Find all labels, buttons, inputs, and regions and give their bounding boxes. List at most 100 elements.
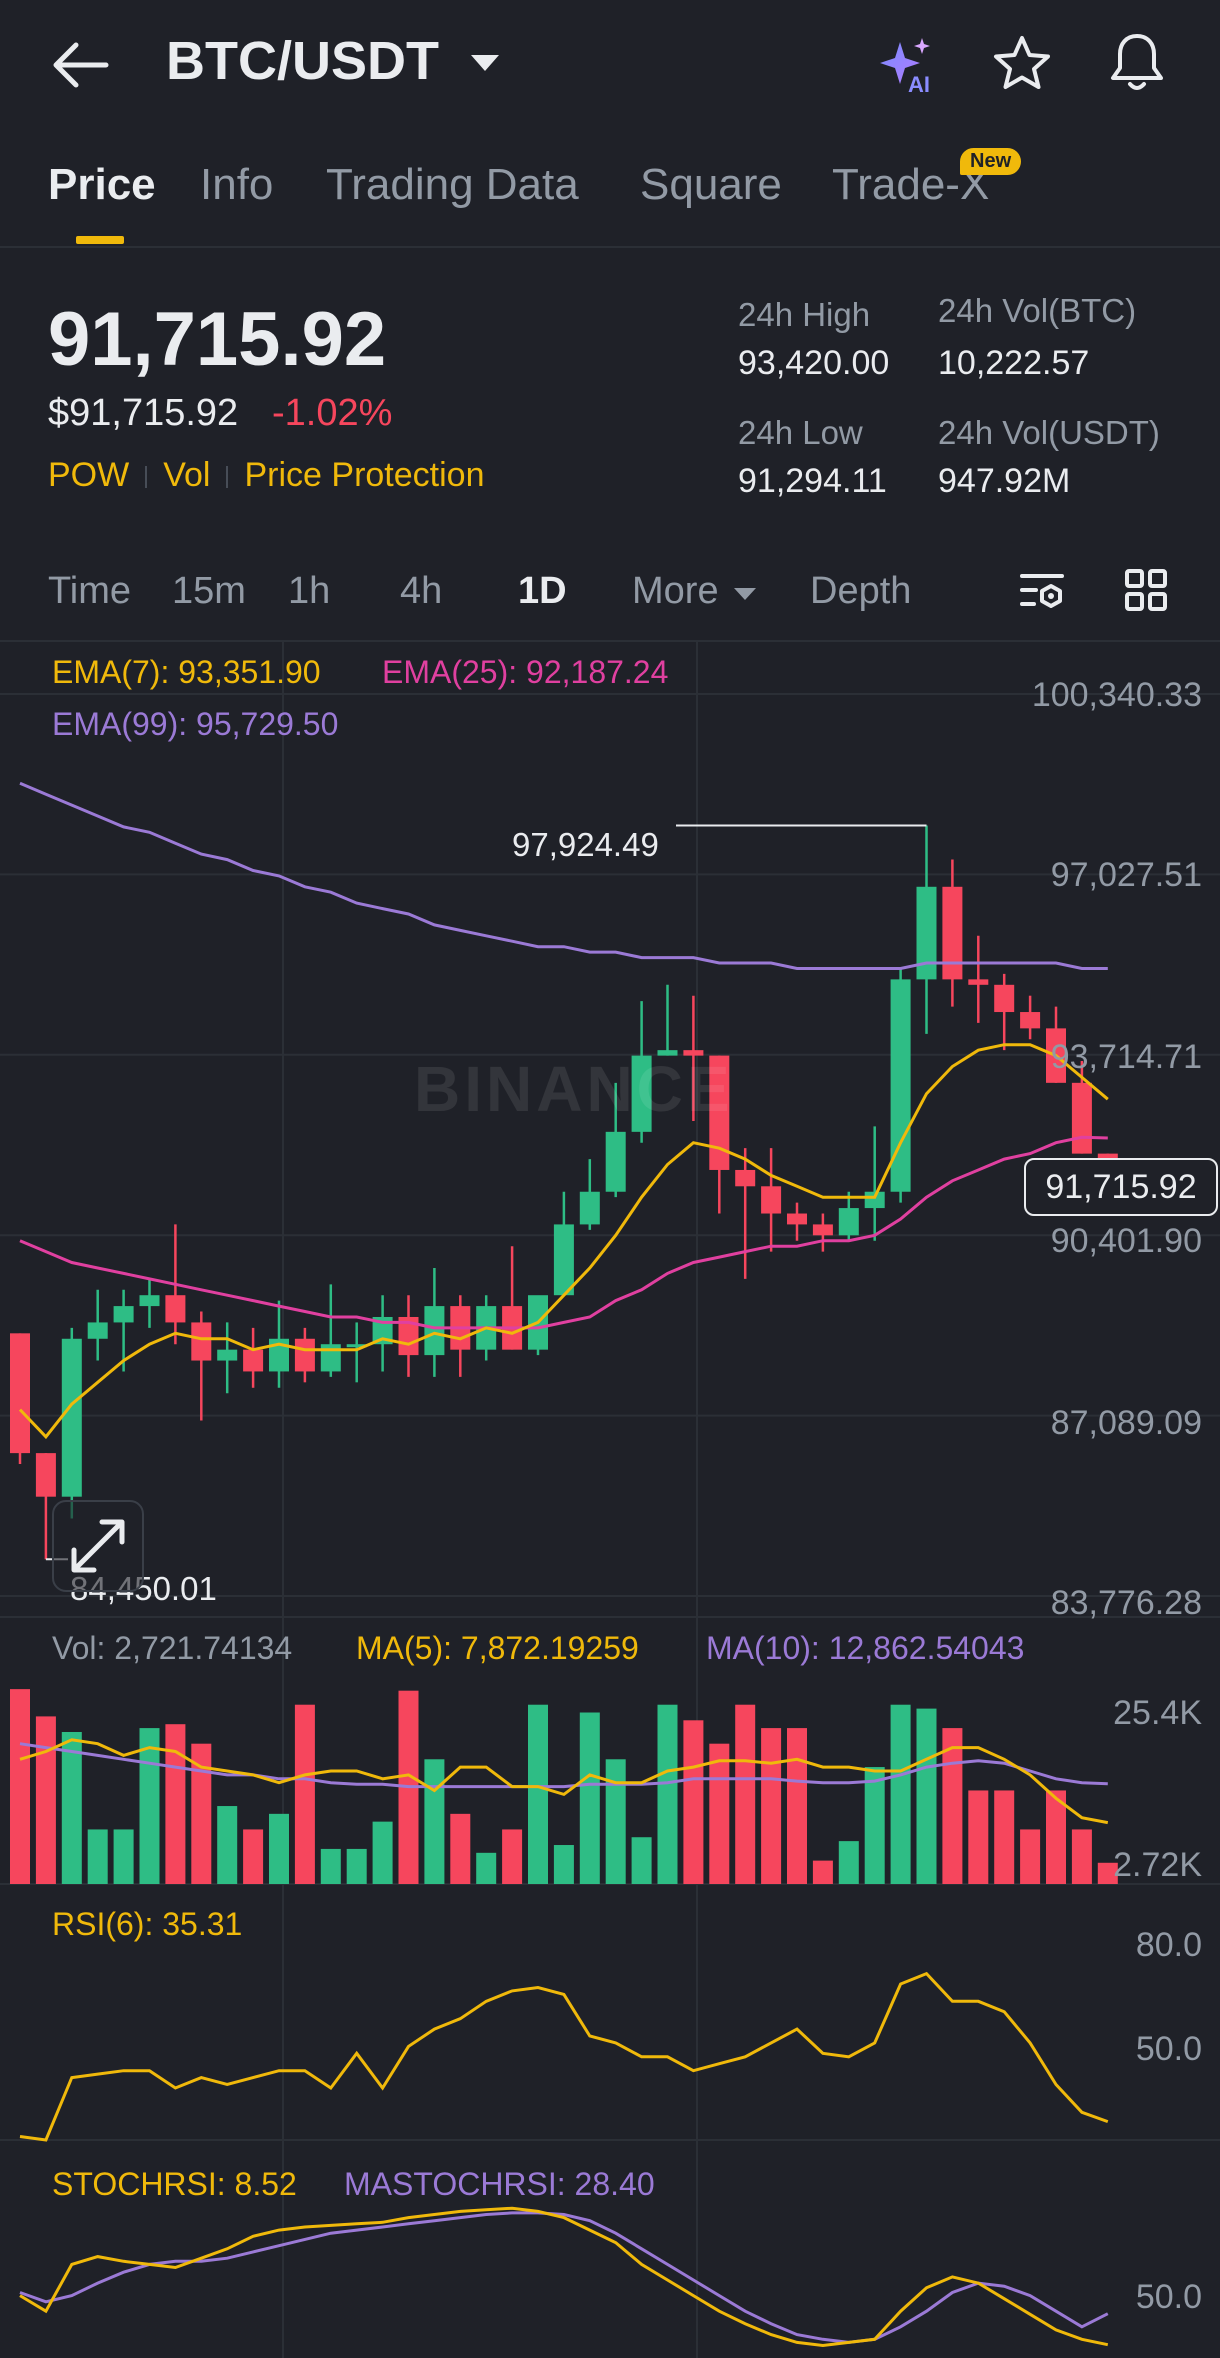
bell-icon[interactable] (1106, 32, 1168, 94)
candle-body (61, 1338, 82, 1497)
volume-bar (735, 1704, 756, 1884)
candle-body (890, 979, 911, 1192)
volume-bar (942, 1728, 963, 1884)
rsi-axis-label: 80.0 (1135, 1926, 1202, 1964)
stochrsi-legend: STOCHRSI: 8.52 (52, 2166, 297, 2202)
rsi-legend: RSI(6): 35.31 (52, 1906, 243, 1942)
price-axis-label: 100,340.33 (1031, 676, 1202, 714)
volume-bar (294, 1704, 315, 1884)
volume-bar (476, 1852, 497, 1884)
candle-body (709, 1055, 730, 1170)
candle-body (994, 984, 1015, 1013)
tag-price-protection[interactable]: Price Protection (244, 456, 485, 494)
interval-4h[interactable]: 4h (400, 570, 443, 612)
volume-axis-label: 25.4K (1113, 1694, 1202, 1732)
candle-body (346, 1344, 367, 1348)
candle-body (217, 1349, 238, 1361)
ema25-line (19, 1135, 1108, 1330)
mastochrsi-line (19, 2211, 1109, 2344)
ai-sparkle-icon[interactable]: AI (878, 36, 940, 94)
back-arrow-icon[interactable] (50, 40, 110, 90)
interval-1h[interactable]: 1h (288, 570, 331, 612)
volume-bar (1071, 1829, 1092, 1884)
volume-bar (450, 1813, 471, 1884)
tag-vol[interactable]: Vol (163, 456, 211, 494)
ema99-line (19, 781, 1108, 970)
volume-bar (87, 1829, 108, 1884)
interval-15m[interactable]: 15m (172, 570, 246, 612)
candle-body (165, 1295, 186, 1323)
candle-body (35, 1453, 56, 1497)
star-icon[interactable] (992, 34, 1052, 94)
volume-bar (243, 1829, 264, 1884)
price-axis-label: 83,776.28 (1050, 1584, 1202, 1622)
volume-ma5-line (19, 1738, 1109, 1825)
candle-body (269, 1338, 289, 1372)
candle-body (553, 1224, 574, 1296)
kline-chart[interactable] (0, 642, 1220, 2358)
volume-bar (553, 1845, 574, 1884)
price-change-percent: -1.02% (272, 392, 393, 434)
stat-high-label: 24h High (738, 296, 871, 333)
volume-bar (191, 1743, 212, 1884)
caret-down-icon[interactable] (468, 52, 502, 74)
interval-divider (0, 640, 1220, 642)
candle-body (1071, 1082, 1092, 1154)
active-tab-indicator (76, 236, 124, 244)
layout-grid-icon[interactable] (1124, 568, 1168, 612)
candle-body (812, 1224, 833, 1236)
candle-body (657, 1050, 678, 1056)
candle-body (398, 1316, 419, 1356)
volume-bar (424, 1759, 445, 1884)
volume-bar (864, 1767, 885, 1884)
rsi-axis-label: 50.0 (1135, 2030, 1202, 2068)
volume-bar (217, 1806, 238, 1884)
volume-bar (994, 1790, 1015, 1884)
volume-bar (1097, 1862, 1118, 1884)
candle-body (139, 1295, 160, 1307)
tab-price[interactable]: Price (48, 160, 156, 209)
candle-body (294, 1338, 315, 1372)
interval-depth[interactable]: Depth (810, 570, 912, 612)
ema99-legend: EMA(99): 95,729.50 (52, 706, 339, 742)
more-caret-icon[interactable] (732, 586, 758, 602)
volume-bar (372, 1821, 393, 1884)
volume-bar (968, 1790, 989, 1884)
interval-more[interactable]: More (632, 570, 719, 612)
volume-bar (683, 1720, 704, 1884)
volume-bar (165, 1724, 186, 1884)
volume-bar (346, 1848, 367, 1884)
interval-1d[interactable]: 1D (518, 570, 567, 612)
fullscreen-button[interactable] (52, 1500, 144, 1592)
last-price: 91,715.92 (48, 297, 387, 382)
candle-body (968, 979, 989, 985)
candle-body (191, 1322, 212, 1361)
candle-body (87, 1322, 108, 1339)
volume-bar (579, 1712, 600, 1884)
volume-bar (35, 1716, 56, 1884)
ema25-legend: EMA(25): 92,187.24 (382, 654, 669, 690)
trading-pair-title[interactable]: BTC/USDT (166, 31, 439, 91)
candle-body (10, 1333, 30, 1454)
candle-body (838, 1208, 859, 1236)
high-marker-label: 97,924.49 (512, 826, 659, 863)
ma5-legend: MA(5): 7,872.19259 (356, 1630, 639, 1666)
stat-vol-usdt-value: 947.92M (938, 462, 1071, 500)
volume-bar (528, 1704, 548, 1884)
candle-body (942, 886, 963, 980)
tab-trading-data[interactable]: Trading Data (326, 160, 579, 209)
stat-vol-btc-label: 24h Vol(BTC) (938, 292, 1137, 329)
interval-time[interactable]: Time (48, 570, 132, 612)
tab-square[interactable]: Square (640, 160, 782, 209)
volume-ma10-line (19, 1742, 1108, 1789)
candle-body (113, 1306, 134, 1323)
stat-low-label: 24h Low (738, 414, 863, 451)
candle-body (605, 1131, 626, 1192)
tab-info[interactable]: Info (200, 160, 274, 209)
expand-icon (71, 1519, 125, 1573)
stat-high-value: 93,420.00 (738, 344, 890, 382)
volume-bar (657, 1704, 678, 1884)
tag-pow[interactable]: POW (48, 456, 130, 494)
chart-settings-icon[interactable] (1018, 568, 1066, 616)
volume-bar (1020, 1829, 1041, 1884)
